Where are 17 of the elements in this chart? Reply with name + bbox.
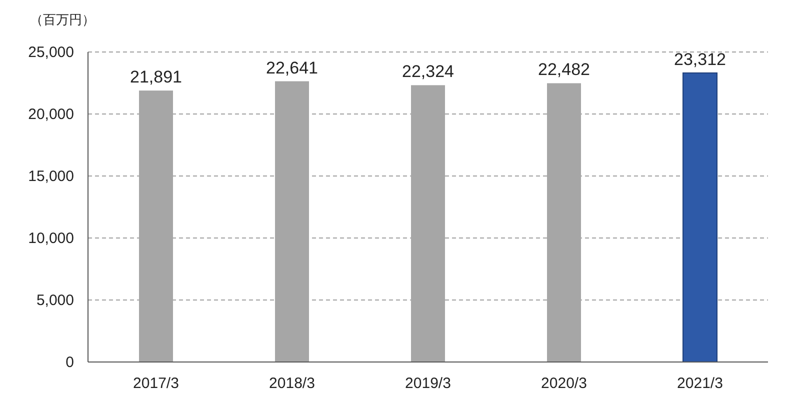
x-tick-label: 2019/3 bbox=[405, 375, 451, 392]
y-axis-title: （百万円） bbox=[30, 12, 95, 27]
x-tick-label: 2020/3 bbox=[541, 375, 587, 392]
y-tick-label: 10,000 bbox=[28, 230, 74, 247]
data-label: 21,891 bbox=[130, 68, 182, 87]
data-label: 22,641 bbox=[266, 58, 318, 78]
y-tick-label: 0 bbox=[66, 354, 74, 371]
x-tick-label: 2018/3 bbox=[269, 375, 315, 392]
y-tick-label: 5,000 bbox=[36, 292, 74, 309]
data-label: 23,312 bbox=[674, 50, 726, 69]
x-tick-label: 2017/3 bbox=[133, 375, 179, 392]
y-tick-label: 20,000 bbox=[28, 106, 74, 123]
y-tick-label: 15,000 bbox=[28, 168, 74, 185]
y-tick-label: 25,000 bbox=[28, 44, 74, 61]
data-label: 22,324 bbox=[402, 62, 454, 82]
x-tick-label: 2021/3 bbox=[677, 375, 723, 392]
data-label: 22,482 bbox=[538, 60, 590, 80]
